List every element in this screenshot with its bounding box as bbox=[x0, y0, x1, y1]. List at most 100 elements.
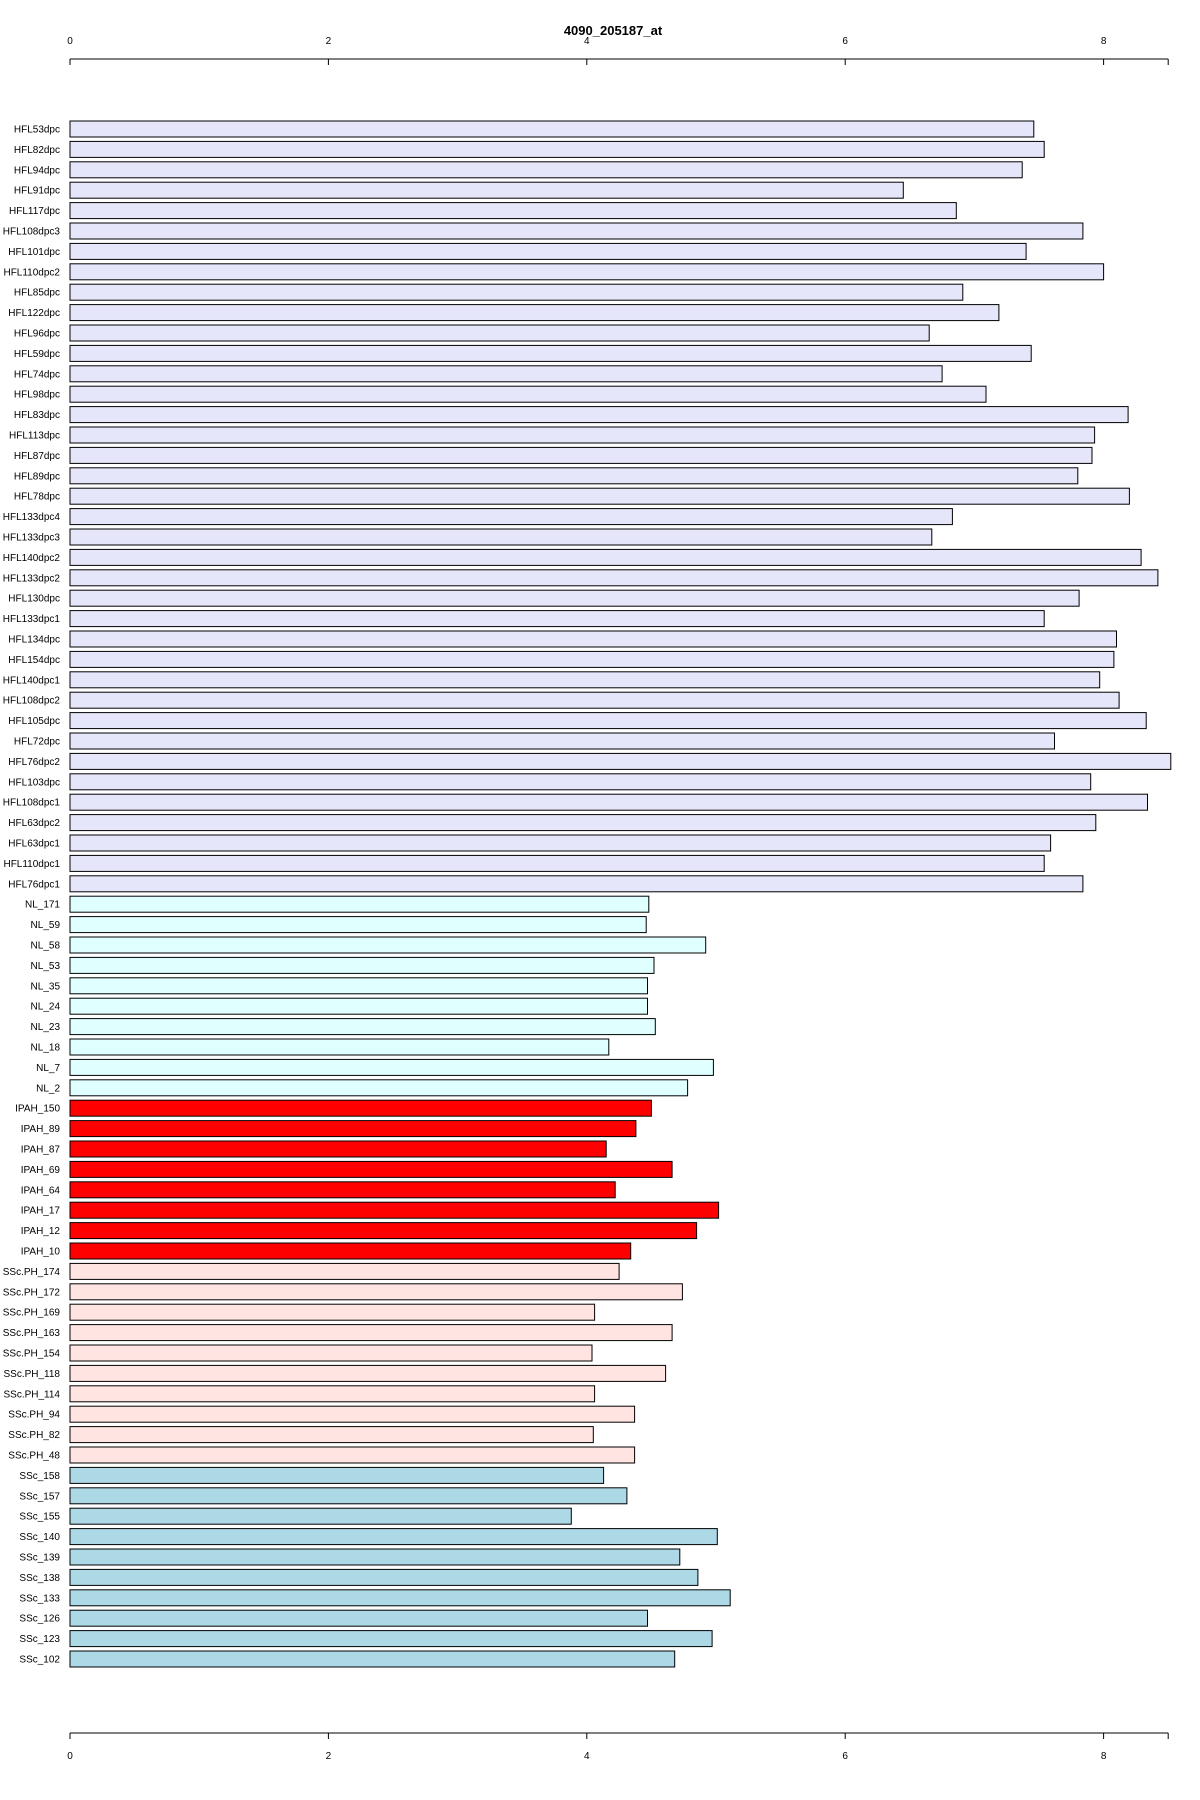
x-axis-bottom: 0 2 4 6 8 bbox=[67, 1732, 1169, 1762]
bar bbox=[69, 1630, 713, 1648]
tick-label: 0 bbox=[67, 1751, 73, 1762]
bar bbox=[69, 834, 1052, 852]
category-label: SSc_133 bbox=[19, 1593, 60, 1604]
bar bbox=[69, 1589, 731, 1607]
category-label: SSc_126 bbox=[19, 1614, 60, 1625]
bar bbox=[69, 1385, 596, 1403]
bar bbox=[69, 161, 1023, 179]
tick-label: 8 bbox=[1101, 36, 1107, 47]
category-label: HFL78dpc bbox=[14, 492, 60, 503]
category-label: HFL113dpc bbox=[9, 431, 60, 442]
bar bbox=[69, 1426, 594, 1444]
category-label: HFL53dpc bbox=[14, 125, 60, 136]
category-label: SSc_155 bbox=[19, 1512, 60, 1523]
bar bbox=[69, 589, 1080, 607]
category-label: HFL98dpc bbox=[14, 390, 60, 401]
bar bbox=[69, 242, 1027, 260]
bar bbox=[69, 1079, 689, 1097]
bar bbox=[69, 1038, 610, 1056]
category-label: HFL89dpc bbox=[14, 471, 60, 482]
bar bbox=[69, 1528, 718, 1546]
category-label: HFL87dpc bbox=[14, 451, 60, 462]
bar bbox=[69, 1507, 572, 1525]
category-label: NL_7 bbox=[36, 1063, 60, 1074]
bar bbox=[69, 528, 933, 546]
tick-label: 2 bbox=[326, 1751, 332, 1762]
category-label: HFL85dpc bbox=[14, 288, 60, 299]
bar bbox=[69, 712, 1147, 730]
category-label: HFL154dpc bbox=[8, 655, 60, 666]
bar bbox=[69, 875, 1084, 893]
bar bbox=[69, 1303, 596, 1321]
category-label: NL_24 bbox=[31, 1002, 61, 1013]
bar bbox=[69, 569, 1159, 587]
category-label: SSc.PH_154 bbox=[3, 1349, 61, 1360]
category-label: HFL110dpc1 bbox=[3, 859, 60, 870]
bar bbox=[69, 1364, 667, 1382]
category-label: HFL72dpc bbox=[14, 737, 60, 748]
category-label: HFL122dpc bbox=[8, 308, 60, 319]
category-label: NL_58 bbox=[31, 941, 61, 952]
category-label: SSc_158 bbox=[19, 1471, 60, 1482]
category-label: HFL76dpc1 bbox=[8, 879, 60, 890]
bar bbox=[69, 1548, 681, 1566]
category-label: HFL110dpc2 bbox=[3, 267, 60, 278]
category-label: SSc.PH_114 bbox=[3, 1389, 60, 1400]
category-label: SSc_138 bbox=[19, 1573, 60, 1584]
category-label: SSc_157 bbox=[19, 1491, 60, 1502]
bar bbox=[69, 140, 1045, 158]
bar bbox=[69, 997, 648, 1015]
x-axis-top: 0 2 4 6 8 bbox=[67, 36, 1169, 65]
category-label: HFL105dpc bbox=[8, 716, 60, 727]
category-label: HFL133dpc3 bbox=[3, 533, 61, 544]
category-label: SSc_140 bbox=[19, 1532, 60, 1543]
category-label: HFL108dpc2 bbox=[3, 696, 61, 707]
bar bbox=[69, 650, 1115, 668]
category-label: HFL94dpc bbox=[14, 165, 60, 176]
category-label: SSc_102 bbox=[19, 1655, 60, 1666]
tick-label: 2 bbox=[326, 36, 332, 47]
category-label: HFL83dpc bbox=[14, 410, 60, 421]
bar bbox=[69, 181, 904, 199]
bar bbox=[69, 304, 1000, 322]
category-label: IPAH_69 bbox=[21, 1165, 61, 1176]
category-label: HFL130dpc bbox=[8, 594, 60, 605]
category-label: NL_53 bbox=[31, 961, 61, 972]
category-label: SSc.PH_94 bbox=[8, 1410, 60, 1421]
category-label: IPAH_10 bbox=[21, 1247, 61, 1258]
category-label: NL_23 bbox=[31, 1022, 61, 1033]
category-label: HFL133dpc2 bbox=[3, 573, 61, 584]
tick-label: 6 bbox=[842, 1751, 848, 1762]
bar bbox=[69, 1650, 676, 1668]
category-label: SSc.PH_82 bbox=[8, 1430, 60, 1441]
bar bbox=[69, 467, 1079, 485]
bar bbox=[69, 1283, 683, 1301]
bar bbox=[69, 1262, 620, 1280]
bar bbox=[69, 732, 1055, 750]
bar bbox=[69, 283, 964, 301]
bar bbox=[69, 956, 655, 974]
bar bbox=[69, 385, 987, 403]
bar bbox=[69, 548, 1142, 566]
bar bbox=[69, 1466, 605, 1484]
bar bbox=[69, 365, 943, 383]
bar bbox=[69, 916, 647, 934]
category-label: HFL74dpc bbox=[14, 369, 60, 380]
category-label: IPAH_89 bbox=[21, 1124, 61, 1135]
category-label: SSc_123 bbox=[19, 1634, 60, 1645]
bar bbox=[69, 814, 1097, 832]
bar bbox=[69, 446, 1093, 464]
category-label: IPAH_12 bbox=[21, 1226, 61, 1237]
bar bbox=[69, 671, 1101, 689]
category-label: SSc.PH_172 bbox=[3, 1287, 61, 1298]
bar bbox=[69, 120, 1035, 138]
bar bbox=[69, 1405, 636, 1423]
bar bbox=[69, 1609, 648, 1627]
bar bbox=[69, 406, 1129, 424]
bar bbox=[69, 854, 1045, 872]
bar bbox=[69, 1324, 673, 1342]
bar bbox=[69, 1120, 637, 1138]
bar bbox=[69, 1201, 720, 1219]
bar bbox=[69, 1222, 698, 1240]
bar bbox=[69, 508, 953, 526]
